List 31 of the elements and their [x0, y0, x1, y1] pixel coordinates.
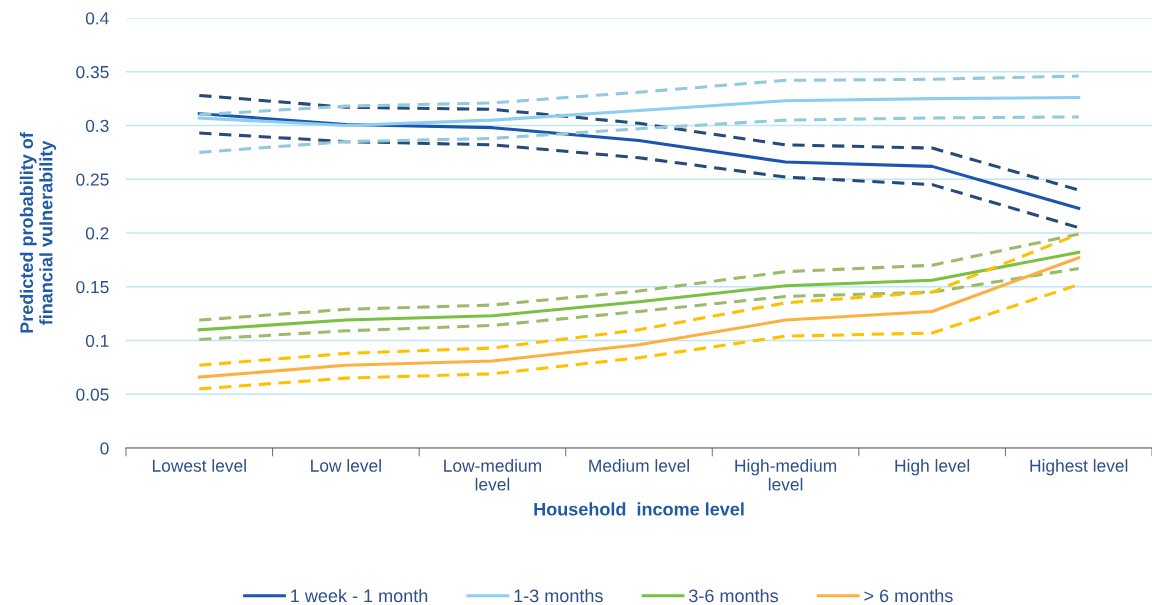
y-tick-label: 0.4: [85, 12, 109, 25]
x-tick-label: Low level: [311, 459, 381, 472]
y-tick-label: 0.35: [76, 65, 109, 79]
y-tick-label: 0.05: [76, 388, 109, 401]
line-series: [197, 266, 1081, 341]
line-series: [197, 232, 1081, 367]
legend-label: 3-6 months: [689, 588, 778, 603]
line-series: [197, 96, 1081, 128]
y-tick-label: 0.15: [76, 280, 109, 294]
x-tick-label: High level: [895, 459, 970, 476]
line-series: [197, 74, 1081, 117]
y-tick-label: 0.2: [85, 227, 109, 240]
line-series: [197, 232, 1081, 322]
y-tick-label: 0.25: [76, 173, 109, 186]
line-series: [197, 115, 1081, 154]
y-tick-label: 0.3: [85, 119, 109, 132]
x-tick-label: Lowest level: [152, 459, 246, 472]
x-tick-label: Medium level: [589, 459, 689, 472]
line-series: [197, 250, 1081, 332]
x-axis-title: Household income level: [534, 502, 744, 516]
y-axis-title: Predicted probability of financial vulnerability: [19, 132, 57, 333]
x-tick-label: Highest level: [1030, 459, 1128, 476]
legend-label: 1 week - 1 month: [291, 588, 428, 603]
x-tick-label: Low-medium level: [444, 459, 541, 491]
line-series: [197, 112, 1081, 210]
y-tick-label: 0: [100, 442, 109, 455]
line-series: [197, 256, 1081, 379]
legend-label: 1-3 months: [514, 588, 603, 603]
legend-label: > 6 months: [864, 588, 953, 603]
y-tick-label: 0.1: [85, 334, 109, 347]
x-tick-label: High-medium level: [735, 459, 837, 491]
